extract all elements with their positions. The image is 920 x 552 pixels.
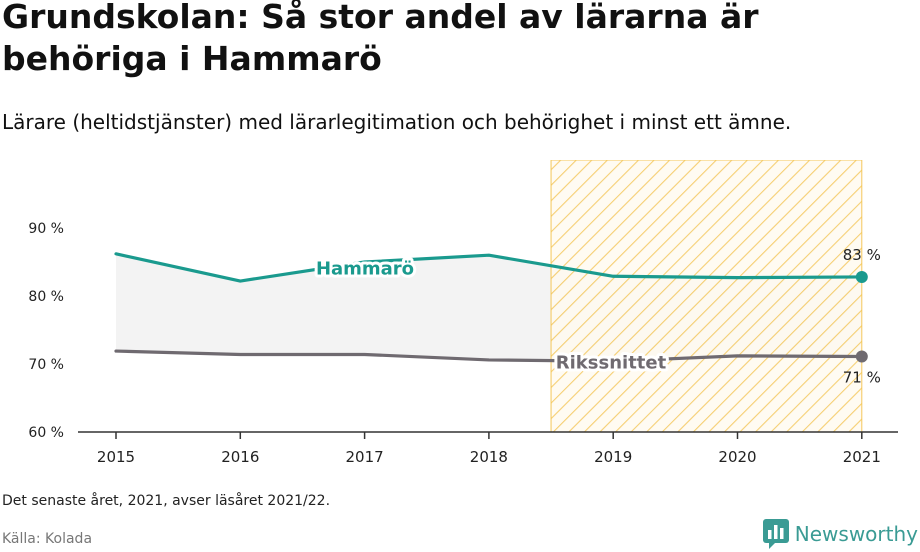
chart-title: Grundskolan: Så stor andel av lärarna är… — [2, 0, 759, 78]
y-tick-label: 80 % — [28, 289, 64, 305]
x-tick-label: 2015 — [97, 448, 135, 466]
newsworthy-logo: Newsworthy — [762, 519, 918, 549]
series-line-2 — [114, 349, 864, 363]
y-tick-label: 60 % — [28, 425, 64, 441]
end-value-label-riket: 71 % — [843, 369, 881, 387]
chart-subtitle: Lärare (heltidstjänster) med lärarlegiti… — [2, 110, 792, 134]
bar-chart-icon — [762, 519, 789, 549]
highlight-period — [550, 160, 863, 433]
end-point-1 — [855, 270, 868, 283]
end-value-label-hammaro: 83 % — [843, 246, 881, 264]
end-point-2 — [855, 350, 868, 363]
source-text: Källa: Kolada — [2, 531, 93, 547]
y-tick-label: 90 % — [28, 221, 64, 237]
series-line-1 — [114, 252, 864, 283]
x-tick-label: 2019 — [594, 448, 632, 466]
x-tick-label: 2018 — [470, 448, 508, 466]
x-tick-label: 2021 — [843, 448, 881, 466]
series-label-riket: Rikssnittet — [556, 352, 667, 373]
line-chart: 60 % 70 % 80 % 90 % 2015 2016 2017 2018 2019 2020… — [28, 160, 898, 466]
x-tick-label: 2017 — [346, 448, 384, 466]
x-tick-label: 2016 — [221, 448, 259, 466]
brand-name: Newsworthy — [794, 522, 918, 546]
y-tick-label: 70 % — [28, 357, 64, 373]
footnote: Det senaste året, 2021, avser läsåret 20… — [2, 493, 331, 509]
x-tick-label: 2020 — [718, 448, 756, 466]
series-label-hammaro: Hammarö — [316, 258, 414, 279]
